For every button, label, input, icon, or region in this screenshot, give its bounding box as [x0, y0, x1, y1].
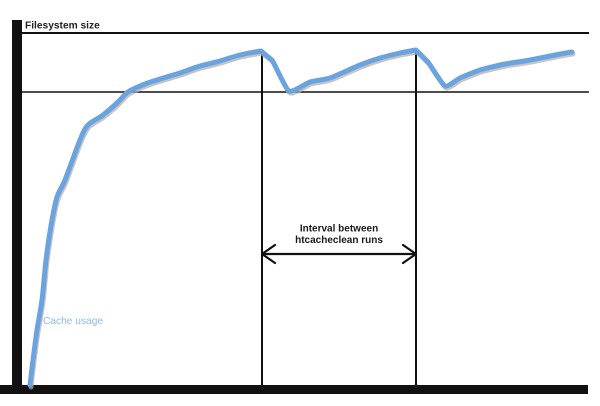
svg-text:Filesystem size: Filesystem size [25, 21, 100, 32]
svg-text:Interval between: Interval between [300, 224, 378, 235]
svg-text:htcacheclean runs: htcacheclean runs [295, 235, 383, 246]
svg-text:Cache usage: Cache usage [43, 316, 103, 327]
